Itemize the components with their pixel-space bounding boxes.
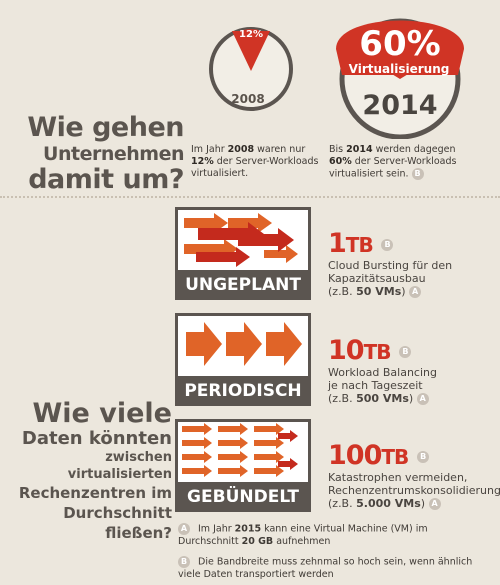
row-gebuendelt-info: 100TB B Katastrophen vermeiden, Rechenze… (328, 440, 500, 510)
year-2014: 2014 (362, 90, 438, 121)
footnote-b-badge: B (398, 345, 411, 358)
heading-line: Daten könnten (21, 428, 172, 449)
desc-2014: Bis 2014 werden dagegen 60% der Server-W… (329, 144, 457, 180)
footnote-b-badge: B (178, 556, 190, 568)
footnote-b: B Die Bandbreite muss zehnmal so hoch sei… (178, 556, 473, 580)
section-divider (0, 196, 500, 198)
arrows-panel (175, 207, 311, 273)
footnote-a-badge: A (409, 286, 422, 298)
heading-line: Rechenzentren im (18, 484, 172, 502)
data-amount: 10TB B (328, 335, 493, 366)
heading-line: Wie viele (32, 398, 172, 429)
footnote-a-badge: A (416, 393, 429, 405)
percent-2008: 12% (239, 29, 263, 40)
footnote-b-badge: B (416, 450, 429, 463)
footnote-a: A Im Jahr 2015 kann eine Virtual Machine … (178, 523, 428, 547)
heading-line: Durchschnitt fließen? (63, 504, 172, 542)
footnote-a-badge: A (428, 498, 441, 510)
circle-2008-wedge (232, 31, 270, 71)
row-ungeplant-info: 1TB B Cloud Bursting für den Kapazitätsa… (328, 228, 493, 298)
block-label: UNGEPLANT (175, 270, 311, 300)
virtualisierung-label: Virtualisierung (348, 62, 450, 76)
block-ungeplant: UNGEPLANT (175, 207, 311, 301)
data-amount: 100TB B (328, 440, 498, 471)
block-gebuendelt: GEBÜNDELT (175, 419, 311, 513)
row-description: Workload Balancing je nach Tageszeit (z.… (328, 366, 437, 405)
data-amount: 1TB B (328, 228, 493, 259)
circle-2014-banner (336, 20, 464, 75)
heading-wie-gehen: Wie gehen Unternehmen damit um? (6, 112, 184, 195)
heading-line: zwischen virtualisierten (67, 450, 172, 482)
block-label: GEBÜNDELT (175, 482, 311, 512)
circle-2008-chart (209, 27, 293, 111)
year-2008: 2008 (231, 92, 265, 106)
block-periodisch: PERIODISCH (175, 313, 311, 407)
heading-line: Unternehmen (43, 143, 184, 165)
periodic-arrows-icon (186, 322, 302, 366)
footnote-a-badge: A (178, 523, 190, 535)
row-periodisch-info: 10TB B Workload Balancing je nach Tagesz… (328, 335, 493, 405)
percent-2014: 60% (359, 24, 441, 64)
bundled-arrows-icon (182, 423, 298, 477)
arrows-panel (175, 313, 311, 379)
heading-line: damit um? (28, 164, 184, 195)
scattered-arrows-icon (184, 213, 298, 267)
block-label: PERIODISCH (175, 376, 311, 406)
footnote-b-badge: B (411, 168, 424, 180)
arrows-panel (175, 419, 311, 485)
heading-wie-viele: Wie viele Daten könnten zwischen virtual… (2, 400, 172, 543)
row-description: Katastrophen vermeiden, Rechenzentrumsko… (328, 471, 500, 510)
circle-2014-chart (336, 18, 464, 139)
row-description: Cloud Bursting für den Kapazitätsausbau … (328, 259, 453, 298)
desc-2008: Im Jahr 2008 waren nur 12% der Server-Wo… (191, 144, 319, 179)
heading-line: Wie gehen (27, 112, 184, 143)
footnote-b-badge: B (381, 238, 394, 251)
